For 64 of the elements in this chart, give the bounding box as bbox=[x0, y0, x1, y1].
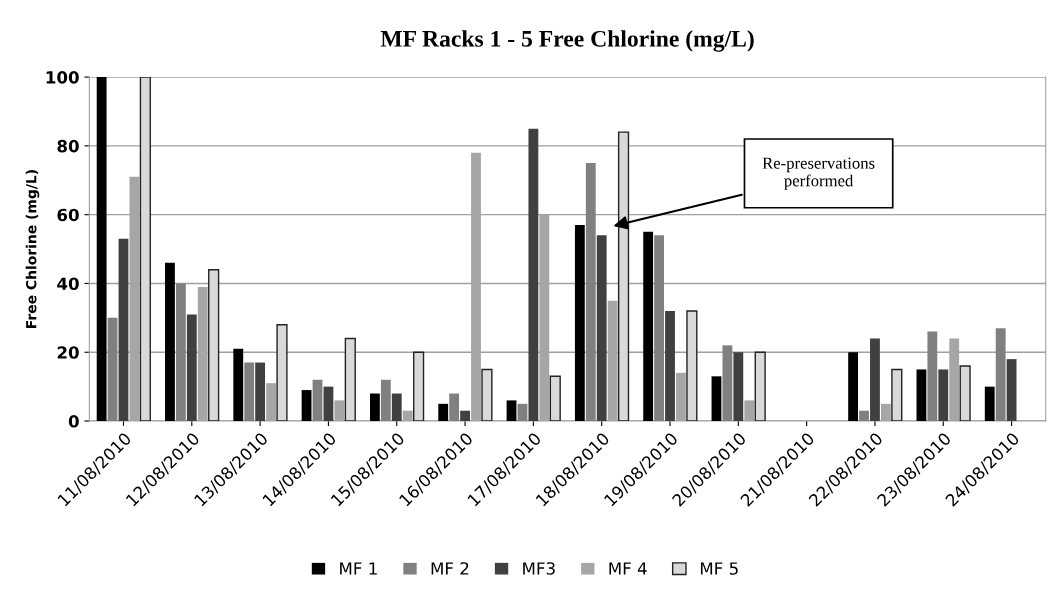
y-tick-label: 100 bbox=[46, 71, 79, 84]
bar bbox=[312, 379, 323, 422]
bar bbox=[654, 235, 664, 422]
bar bbox=[391, 393, 402, 422]
bar bbox=[643, 231, 654, 422]
bar bbox=[208, 269, 220, 422]
bar bbox=[412, 351, 425, 422]
bar bbox=[255, 362, 266, 422]
bar bbox=[733, 352, 744, 422]
bar bbox=[528, 128, 539, 422]
bar bbox=[175, 283, 186, 422]
bar bbox=[585, 163, 596, 422]
legend-label: MF 4 bbox=[609, 562, 647, 575]
bar bbox=[323, 386, 334, 422]
bar bbox=[139, 77, 151, 422]
bar bbox=[481, 368, 493, 422]
bar bbox=[938, 369, 949, 422]
bar bbox=[233, 348, 244, 422]
legend-label: MF 2 bbox=[431, 562, 469, 575]
legend-label: MF3 bbox=[523, 562, 555, 575]
bar bbox=[506, 400, 517, 422]
bar bbox=[96, 77, 107, 422]
bar bbox=[870, 338, 880, 422]
y-tick-label: 60 bbox=[57, 208, 79, 222]
bar bbox=[916, 369, 927, 422]
chart-title: MF Racks 1 - 5 Free Chlorine (mg/L) bbox=[380, 30, 754, 52]
bar bbox=[301, 390, 312, 422]
bar bbox=[107, 317, 118, 422]
bar bbox=[596, 235, 607, 422]
bar bbox=[927, 331, 938, 422]
bar bbox=[754, 351, 766, 422]
bar bbox=[118, 238, 129, 422]
bar bbox=[549, 375, 561, 422]
bar bbox=[517, 403, 528, 422]
legend-label: MF 5 bbox=[700, 562, 738, 575]
y-tick-label: 40 bbox=[57, 277, 79, 291]
y-tick-label: 0 bbox=[68, 414, 79, 428]
bar bbox=[449, 393, 460, 422]
bar bbox=[891, 368, 903, 422]
bar bbox=[165, 262, 175, 422]
y-axis-title: Free Chlorine (mg/L) bbox=[25, 170, 40, 328]
bar bbox=[369, 393, 380, 422]
bar bbox=[1006, 359, 1017, 422]
bar bbox=[995, 328, 1006, 422]
bar bbox=[665, 310, 675, 422]
annotation: Re-preservations performed bbox=[762, 157, 875, 190]
bar bbox=[186, 314, 197, 422]
bar bbox=[380, 379, 391, 422]
bar bbox=[460, 410, 470, 422]
bar bbox=[574, 224, 585, 422]
bar bbox=[959, 365, 971, 422]
bar bbox=[244, 362, 255, 422]
y-tick-label: 20 bbox=[57, 346, 79, 359]
y-tick-label: 80 bbox=[57, 139, 79, 153]
bar bbox=[686, 310, 698, 422]
bar bbox=[344, 337, 356, 422]
bar bbox=[276, 324, 288, 422]
bar bbox=[848, 352, 859, 422]
legend-label: MF 1 bbox=[340, 562, 377, 575]
bar bbox=[711, 376, 722, 422]
bar bbox=[722, 345, 733, 422]
bar bbox=[438, 403, 449, 422]
bar bbox=[984, 386, 995, 422]
bar bbox=[859, 410, 869, 422]
